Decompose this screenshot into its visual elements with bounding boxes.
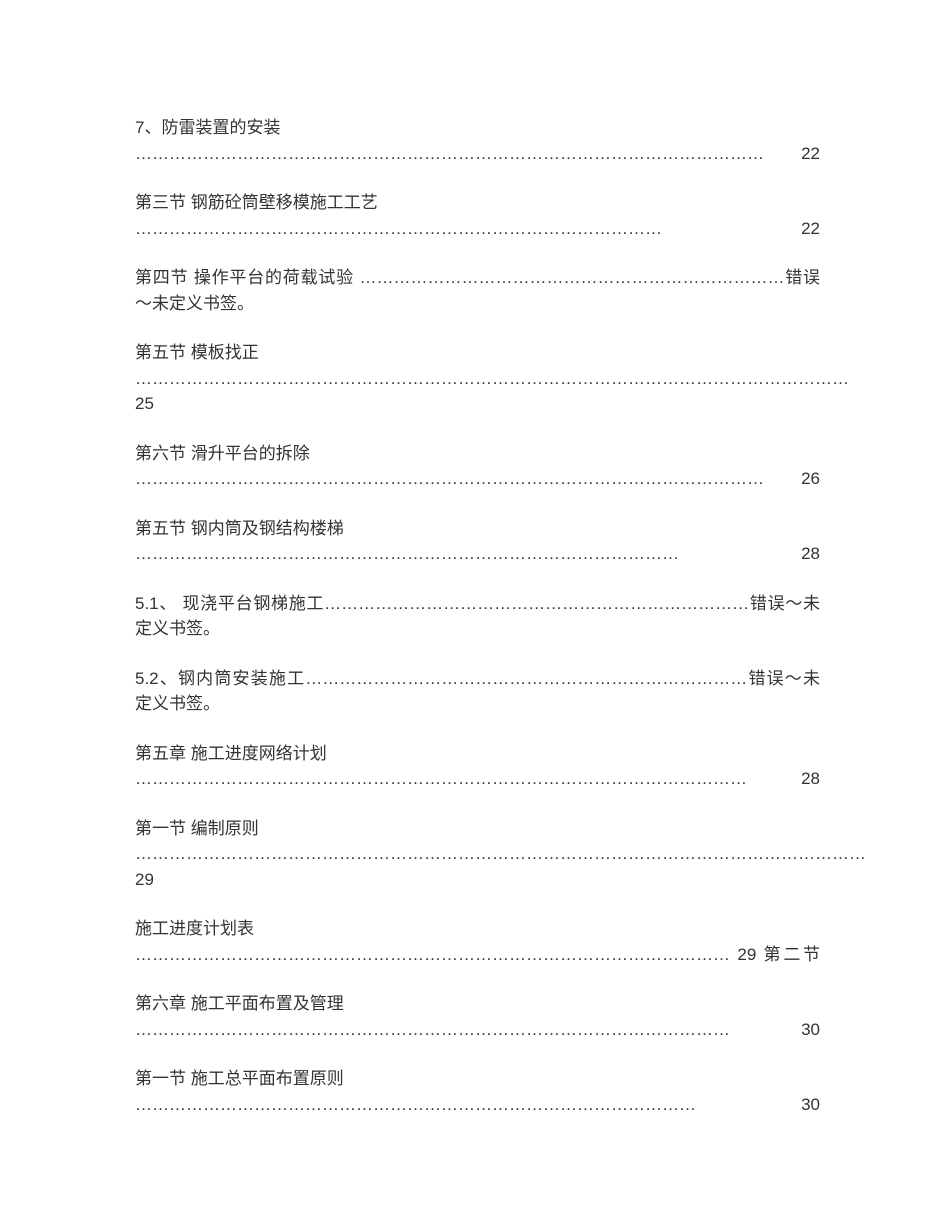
toc-label: 第五节 钢内筒及钢结构楼梯: [135, 516, 820, 542]
toc-label: 第四节 操作平台的荷载试验: [135, 268, 359, 287]
toc-dots: ………………………………………………………………………………………………: [135, 769, 747, 788]
toc-label: 第三节 钢筋砼筒壁移模施工工艺: [135, 190, 820, 216]
toc-leader-line: ……………………………………………………………………………………………………………: [135, 366, 820, 417]
toc-dots: …………………………………………………………………………………: [135, 219, 662, 238]
toc-dots: ……………………………………………………………………………………………: [135, 945, 730, 964]
toc-leader-line: ………………………………………………………………………………………………… 22: [135, 141, 820, 167]
toc-leader-line: ………………………………………………………………………………………………… 26: [135, 466, 820, 492]
toc-dots: ……………………………………………………………………: [305, 669, 747, 688]
toc-entry: 7、防雷装置的安装……………………………………………………………………………………: [135, 115, 820, 166]
toc-page-number: 22: [662, 219, 820, 238]
toc-entry: 施工进度计划表…………………………………………………………………………………………: [135, 916, 820, 967]
toc-label: 第六章 施工平面布置及管理: [135, 991, 820, 1017]
toc-page-number: 28: [747, 769, 820, 788]
toc-label: 施工进度计划表: [135, 916, 820, 942]
toc-entry: 第五节 钢内筒及钢结构楼梯…………………………………………………………………………: [135, 516, 820, 567]
toc-page-number: 28: [679, 544, 820, 563]
toc-page-number: 29: [135, 870, 154, 889]
toc-entry: 第六节 滑升平台的拆除………………………………………………………………………………: [135, 441, 820, 492]
toc-dots: ………………………………………………………………………………………: [135, 1095, 696, 1114]
toc-entry: 第四节 操作平台的荷载试验 …………………………………………………………………错…: [135, 265, 820, 316]
toc-dots: ……………………………………………………………………………………………………………: [135, 369, 849, 388]
toc-leader-line: …………………………………………………………………………………… 28: [135, 541, 820, 567]
toc-page-number: 26: [764, 469, 820, 488]
toc-entry: 5.2、钢内筒安装施工……………………………………………………………………错误～…: [135, 666, 820, 717]
toc-label: 第一节 施工总平面布置原则: [135, 1066, 820, 1092]
toc-label: 7、防雷装置的安装: [135, 115, 820, 141]
toc-entry: 5.1、 现浇平台钢梯施工…………………………………………………………………错误…: [135, 591, 820, 642]
toc-page-number: 29 第二节: [730, 945, 820, 964]
toc-entry: 第五节 模板找正………………………………………………………………………………………: [135, 340, 820, 417]
toc-entry: 第六章 施工平面布置及管理…………………………………………………………………………: [135, 991, 820, 1042]
toc-line: 第四节 操作平台的荷载试验 …………………………………………………………………错…: [135, 265, 820, 316]
toc-line: 5.1、 现浇平台钢梯施工…………………………………………………………………错误…: [135, 591, 820, 642]
toc-label: 第五章 施工进度网络计划: [135, 741, 820, 767]
toc-dots: …………………………………………………………………: [324, 594, 749, 613]
toc-dots: ……………………………………………………………………………………………………………: [135, 844, 866, 863]
toc-leader-line: ………………………………………………………………………………… 22: [135, 216, 820, 242]
toc-leader-line: ……………………………………………………………………………………… 30: [135, 1092, 820, 1118]
toc-leader-line: ……………………………………………………………………………………………………………: [135, 841, 820, 892]
toc-dots: …………………………………………………………………………………………………: [135, 469, 764, 488]
toc-entry: 第五章 施工进度网络计划……………………………………………………………………………: [135, 741, 820, 792]
toc-label: 第一节 编制原则: [135, 816, 820, 842]
toc-dots: ……………………………………………………………………………………………: [135, 1020, 730, 1039]
toc-label: 5.2、钢内筒安装施工: [135, 669, 305, 688]
toc-line: 5.2、钢内筒安装施工……………………………………………………………………错误～…: [135, 666, 820, 717]
toc-page-number: 30: [730, 1020, 820, 1039]
toc-label: 5.1、 现浇平台钢梯施工: [135, 594, 324, 613]
toc-entry: 第一节 施工总平面布置原则…………………………………………………………………………: [135, 1066, 820, 1117]
toc-label: 第六节 滑升平台的拆除: [135, 441, 820, 467]
toc-entry: 第三节 钢筋砼筒壁移模施工工艺……………………………………………………………………: [135, 190, 820, 241]
toc-label: 第五节 模板找正: [135, 340, 820, 366]
toc-dots: …………………………………………………………………: [359, 268, 784, 287]
toc-leader-line: …………………………………………………………………………………………… 30: [135, 1017, 820, 1043]
toc-dots: ……………………………………………………………………………………: [135, 544, 679, 563]
table-of-contents: 7、防雷装置的安装……………………………………………………………………………………: [135, 115, 820, 1117]
toc-page-number: 25: [135, 394, 154, 413]
toc-page-number: 22: [764, 144, 820, 163]
toc-leader-line: ……………………………………………………………………………………………… 28: [135, 766, 820, 792]
toc-leader-line: …………………………………………………………………………………………… 29 第…: [135, 942, 820, 968]
toc-page-number: 30: [696, 1095, 820, 1114]
toc-dots: …………………………………………………………………………………………………: [135, 144, 764, 163]
toc-entry: 第一节 编制原则………………………………………………………………………………………: [135, 816, 820, 893]
